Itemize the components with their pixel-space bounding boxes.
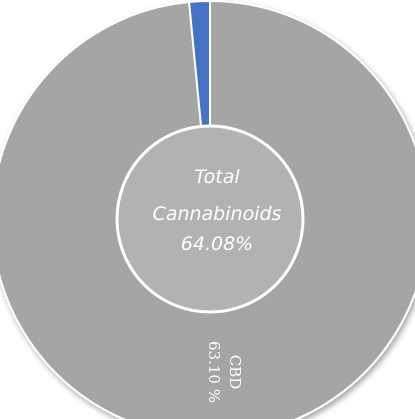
center-label: Total Cannabinoids 64.08%	[153, 166, 282, 255]
cbd-slice-value: 63.10 %	[205, 341, 223, 403]
center-label-line-3: 64.08%	[181, 233, 253, 255]
cbd-slice-name: CBD	[226, 355, 244, 390]
center-label-line-2: Cannabinoids	[153, 203, 282, 225]
center-label-line-1: Total	[194, 166, 240, 188]
donut-center-disc	[115, 124, 305, 314]
cbd-slice-label: CBD 63.10 %	[205, 341, 244, 403]
